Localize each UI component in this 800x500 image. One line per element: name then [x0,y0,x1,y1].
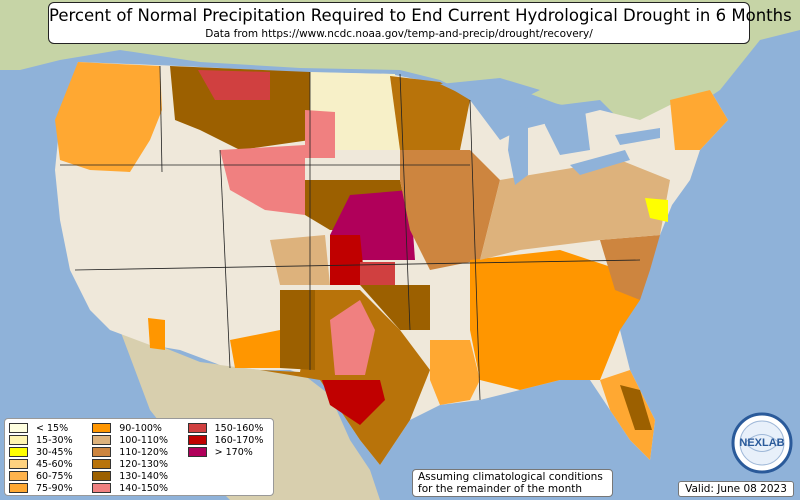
legend-label: 30-45% [36,446,73,458]
legend-label: 60-75% [36,470,73,482]
region-ks-south [360,262,395,285]
state-borders [60,65,641,401]
legend-item: 60-75% [9,470,78,482]
legend-swatch [9,423,28,433]
legend-swatch [187,447,207,457]
legend: < 15% 15-30% 30-45% 45-60% 60-75% 75-90% 90-10… [4,418,274,496]
legend-item: 160-170% [187,434,269,446]
legend-item: 140-150% [92,482,173,494]
region-gulf [430,340,480,405]
region-ohio-valley [480,160,670,260]
legend-swatch [9,447,28,457]
lake-ontario [615,128,660,145]
region-oklahoma [360,285,430,330]
legend-label: 15-30% [36,434,73,446]
legend-swatch [9,471,28,481]
legend-swatch [9,435,28,445]
legend-swatch [92,423,112,433]
legend-label: 160-170% [214,434,264,446]
legend-label: 150-160% [214,422,264,434]
legend-item: 90-100% [92,422,173,434]
legend-swatch [92,447,112,457]
region-florida [600,370,655,460]
region-kansas-red [330,235,365,285]
legend-swatch [9,459,28,469]
region-minnesota [390,76,470,150]
legend-label: 130-140% [119,470,168,482]
legend-label: > 170% [214,446,253,458]
legend-swatch [92,459,112,469]
region-texas-brown [260,290,430,465]
legend-label: 100-110% [119,434,168,446]
legend-swatch [187,423,207,433]
mexico-land [120,330,380,500]
legend-label: 90-100% [119,422,162,434]
legend-swatch [92,435,112,445]
lake-michigan [508,105,528,185]
lake-huron [540,100,590,155]
region-florida-brown [620,385,652,430]
region-new-england [670,90,728,150]
legend-item: > 170% [187,446,269,458]
logo-text: NEXLAB [739,437,784,449]
legend-item: 120-130% [92,458,173,470]
legend-swatch [9,483,28,493]
legend-item: < 15% [9,422,78,434]
legend-label: 75-90% [36,482,73,494]
region-northwest [55,62,162,172]
legend-item: 75-90% [9,482,78,494]
lake-erie [570,150,630,175]
region-carolinas [600,235,660,300]
region-arizona [148,318,165,350]
region-wyoming [220,145,305,215]
legend-item: 15-30% [9,434,78,446]
region-montana-red [198,70,270,100]
valid-date: Valid: June 08 2023 [678,481,794,497]
nexlab-logo: NEXLAB [731,412,793,474]
region-nm-brown [280,290,315,370]
legend-label: 45-60% [36,458,73,470]
region-texas-pink [330,300,375,375]
legend-item: 45-60% [9,458,78,470]
region-colorado-tan [270,235,330,285]
region-southeast [470,250,640,390]
legend-label: 120-130% [119,458,168,470]
region-sd-pink [305,110,335,158]
map-title: Percent of Normal Precipitation Required… [49,6,792,25]
region-montana [170,66,310,150]
legend-item: 150-160% [187,422,269,434]
region-nm-tan [230,330,280,368]
legend-label: < 15% [36,422,69,434]
note-line-1: Assuming climatological conditions [418,471,603,483]
legend-label: 140-150% [119,482,168,494]
legend-item: 130-140% [92,470,173,482]
region-mid-atlantic-yellow [645,198,668,222]
assumption-note: Assuming climatological conditions for t… [412,469,613,497]
legend-label: 110-120% [119,446,168,458]
title-box: Percent of Normal Precipitation Required… [48,2,792,44]
legend-swatch [92,471,112,481]
legend-item: 30-45% [9,446,78,458]
legend-item: 100-110% [92,434,173,446]
region-texas-red [322,380,385,425]
legend-swatch [92,483,112,493]
legend-item: 110-120% [92,446,173,458]
legend-grid: < 15% 15-30% 30-45% 45-60% 60-75% 75-90% 90-10… [9,422,269,494]
note-line-2: for the remainder of the month [418,483,583,495]
lake-superior [440,78,540,100]
map-subtitle: Data from https://www.ncdc.noaa.gov/temp… [205,28,593,40]
legend-swatch [187,435,207,445]
